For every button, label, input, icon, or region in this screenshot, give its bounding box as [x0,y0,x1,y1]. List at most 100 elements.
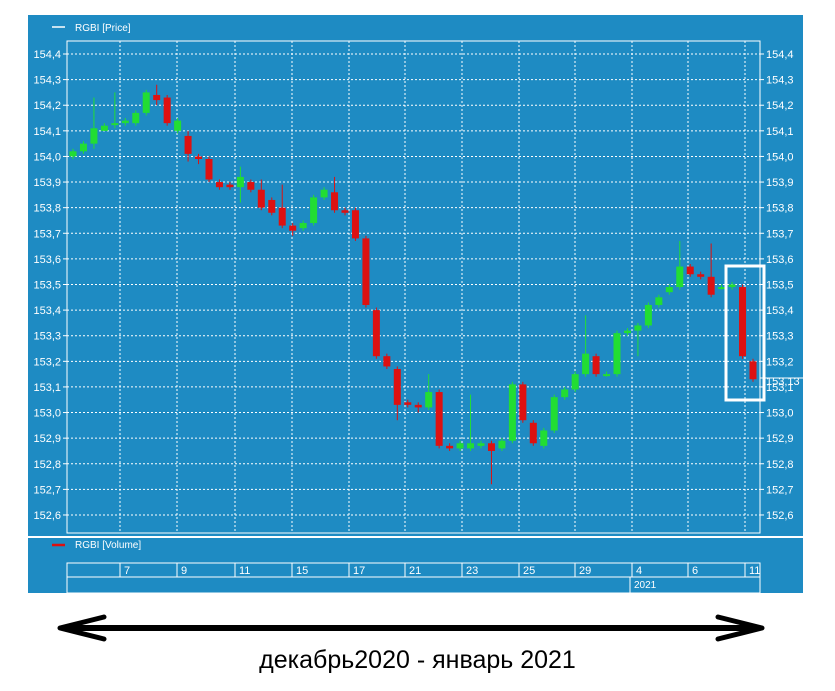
candle-body [498,440,506,449]
candle-up [582,315,590,377]
y-tick-label-left: 153,7 [33,228,61,240]
x-tick-label: 6 [692,565,698,577]
candle-body [163,97,171,124]
candle-body [362,238,370,305]
candle-up [634,322,642,357]
candle-down [226,182,234,190]
candle-body [749,361,757,380]
candle-body [153,94,161,101]
candle-down [739,284,747,359]
candle-body [529,422,537,444]
candle-body [195,156,203,160]
period-caption: декабрь2020 - январь 2021 [259,646,576,674]
y-tick-label-right: 154,3 [766,75,794,87]
candle-down [372,307,380,359]
y-tick-label-right: 154,4 [766,49,794,61]
y-tick-label-left: 152,8 [33,459,61,471]
candle-body [676,266,684,288]
y-tick-label-left: 153,4 [33,305,61,317]
date-axis [66,562,761,594]
y-tick-label-right: 153,4 [766,305,794,317]
candle-body [728,284,736,288]
candle-down [351,207,359,241]
candle-down [446,443,454,451]
candle-up [550,394,558,434]
y-tick-label-left: 153,9 [33,177,61,189]
y-tick-label-left: 152,7 [33,484,61,496]
volume-legend-label: RGBI [Volume] [75,540,141,551]
candle-body [613,333,621,375]
y-tick-label-right: 153,9 [766,177,794,189]
x-tick-label: 11 [749,565,760,577]
y-tick-label-left: 154,3 [33,75,61,87]
candle-body [351,210,359,239]
y-tick-label-right: 152,8 [766,459,794,471]
chart-panel [28,15,803,593]
candle-body [477,443,485,446]
year-label: 2021 [634,580,657,591]
candle-body [561,389,569,398]
candle-body [540,430,548,446]
candle-body [278,207,286,226]
y-tick-label-right: 153,6 [766,254,794,266]
candle-up [236,166,244,203]
y-tick-label-right: 152,6 [766,510,794,522]
last-price-label: 153,13 [766,376,800,388]
candle-down [278,184,286,229]
candle-body [456,443,464,449]
candle-up [498,438,506,451]
candle-up [320,187,328,200]
candle-body [79,143,87,152]
candle-down [697,271,705,280]
y-tick-label-left: 154,2 [33,100,61,112]
candle-body [686,266,694,275]
candle-body [644,304,652,326]
x-tick-label: 9 [181,565,187,577]
candle-up [540,427,548,449]
candle-up [174,118,182,134]
candle-body [425,392,433,408]
y-tick-label-left: 153,5 [33,279,61,291]
candle-up [69,148,77,160]
candle-up [299,220,307,231]
x-tick-label: 29 [579,565,591,577]
candle-up [100,123,108,131]
y-tick-label-right: 152,9 [766,433,794,445]
candle-body [571,374,579,390]
candle-body [592,356,600,375]
candle-down [362,235,370,308]
candle-body [289,225,297,231]
x-tick-label: 15 [296,565,308,577]
candle-body [550,397,558,431]
y-tick-label-right: 153,0 [766,408,794,420]
candle-body [100,125,108,131]
candle-body [341,210,349,213]
candle-body [634,325,642,331]
candle-body [299,223,307,229]
candle-up [456,440,464,451]
candle-up [111,92,119,129]
candle-up [425,374,433,410]
candle-body [508,384,516,441]
candle-up [655,294,663,308]
x-tick-label: 21 [409,565,421,577]
y-tick-label-left: 153,6 [33,254,61,266]
y-tick-label-right: 152,7 [766,484,794,496]
candle-down [215,179,223,190]
candle-up [121,118,129,126]
candle-up [665,284,673,295]
candle-body [383,356,391,367]
x-tick-label: 23 [466,565,478,577]
x-tick-label: 25 [523,565,535,577]
candle-body [414,404,422,408]
candle-up [571,371,579,393]
candle-body [655,297,663,305]
candle-body [236,176,244,188]
candle-body [90,128,98,144]
candle-body [404,402,412,405]
candle-up [623,328,631,336]
candle-down [487,440,495,485]
y-tick-label-left: 154,0 [33,151,61,163]
candle-body [603,374,611,377]
candle-body [707,276,715,295]
